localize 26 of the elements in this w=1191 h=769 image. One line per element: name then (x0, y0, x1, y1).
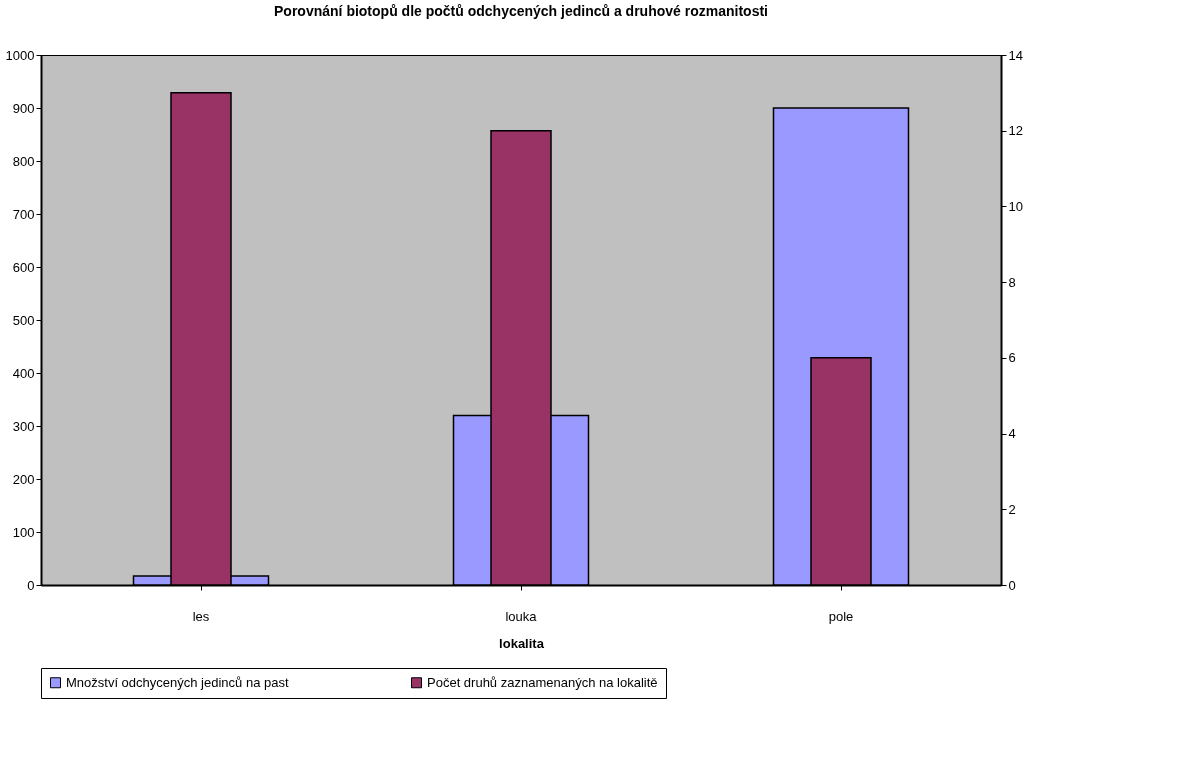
y2-tick-label: 2 (1008, 501, 1016, 517)
y2-tick-label: 0 (1008, 577, 1016, 593)
y-tick-label: 800 (12, 153, 35, 169)
y-tick-label: 700 (12, 206, 35, 222)
y-tick-label: 0 (27, 577, 35, 593)
y2-tick-label: 6 (1008, 350, 1016, 366)
legend-label: Počet druhů zaznamenaných na lokalitě (427, 674, 658, 690)
x-axis-title: lokalita (499, 635, 545, 651)
x-tick-label: louka (505, 608, 538, 624)
y-tick-label: 400 (12, 365, 35, 381)
y2-tick-label: 8 (1008, 274, 1016, 290)
y-tick-label: 200 (12, 471, 35, 487)
y-tick-label: 100 (12, 524, 35, 540)
y2-tick-label: 12 (1008, 123, 1023, 139)
y-tick-label: 1000 (5, 47, 35, 63)
x-tick-label: pole (828, 608, 854, 624)
chart-title: Porovnání biotopů dle počtů odchycených jedinců a druhové rozmanitosti (274, 3, 768, 19)
y-tick-label: 300 (12, 418, 35, 434)
y2-tick-label: 4 (1008, 426, 1016, 442)
legend-label: Množství odchycených jedinců na past (66, 674, 289, 690)
y2-tick-label: 10 (1008, 198, 1023, 214)
y-tick-label: 600 (12, 259, 35, 275)
y-tick-label: 900 (12, 100, 35, 116)
y2-tick-label: 14 (1008, 47, 1023, 63)
x-tick-label: les (192, 608, 210, 624)
y-tick-label: 500 (12, 312, 35, 328)
